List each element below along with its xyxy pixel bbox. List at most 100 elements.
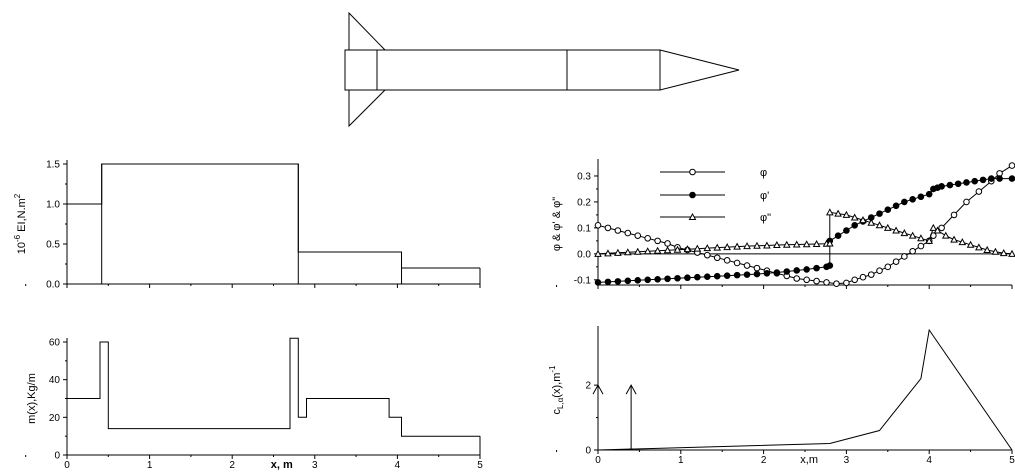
series-1-point	[763, 270, 771, 277]
series-1-point	[954, 180, 962, 188]
lift-distribution-chart: 0 2 0 1 2 3 4 5 cL,α(x),m-1 x,m	[548, 326, 1015, 466]
series-1-point	[834, 232, 842, 239]
series-1-point	[938, 183, 945, 190]
series-0-point	[634, 232, 642, 239]
series-1-point	[813, 264, 820, 272]
y-axis-label: cL,α(x),m-1	[548, 365, 565, 415]
y-axis-label: 10-6 EI,N.m2	[13, 193, 28, 254]
x-tick-label: 3	[312, 460, 318, 471]
series-1-point	[614, 278, 622, 285]
y-tick-label: 1.0	[46, 200, 60, 211]
force-arrowhead-0	[592, 384, 604, 395]
series-2-point	[883, 223, 892, 231]
legend-label-1: φ'	[760, 190, 769, 202]
series-2-point	[933, 226, 942, 234]
series-1-point	[624, 277, 632, 285]
series-0-point	[803, 276, 810, 284]
series-1-point	[909, 196, 916, 203]
mass-series-line	[67, 337, 480, 437]
y-axis-label: φ & φ' & φ"	[551, 197, 563, 251]
series-1-point	[803, 266, 810, 273]
y-tick-label: 0.2	[577, 197, 591, 208]
series-1-point	[892, 202, 900, 210]
series-2-point	[782, 240, 791, 248]
series-2-point	[604, 249, 612, 257]
series-2-point	[753, 241, 761, 249]
series-0-point	[909, 247, 916, 255]
series-2-point	[643, 247, 652, 255]
series-0-point	[876, 267, 883, 275]
series-2-point	[763, 241, 771, 249]
legend-marker-0	[689, 168, 696, 176]
series-0-point	[884, 263, 892, 271]
series-1-point	[713, 272, 721, 280]
series-2-point	[859, 216, 867, 224]
series-0-point	[743, 262, 751, 269]
series-1-point	[979, 176, 987, 184]
series-0-point	[733, 259, 741, 267]
series-1-point	[743, 271, 751, 278]
series-1-point	[703, 273, 711, 280]
series-1-point	[843, 227, 850, 234]
series-2-point	[842, 210, 851, 218]
series-2-point	[825, 239, 834, 247]
series-1-point	[723, 272, 731, 279]
series-0-point	[938, 224, 945, 232]
series-1-point	[634, 277, 642, 284]
series-2-point	[958, 238, 967, 246]
series-1-point	[876, 210, 883, 217]
series-0-point	[624, 229, 632, 237]
y-tick-label: 20	[49, 413, 61, 424]
series-0-point	[833, 280, 840, 288]
series-2-point	[623, 248, 632, 256]
x-tick-label: 4	[395, 460, 401, 471]
series-0-point	[843, 279, 850, 287]
y-tick-label: 0.3	[577, 171, 591, 182]
y-tick-label: 0.5	[46, 240, 60, 251]
series-1-point	[884, 206, 892, 214]
y-tick-label: 0.1	[577, 223, 591, 234]
series-0-point	[813, 277, 820, 285]
series-0-point	[859, 273, 867, 281]
series-2-point	[733, 242, 741, 250]
series-2-point	[892, 226, 900, 234]
series-1-point	[684, 274, 691, 282]
y-tick-label: 2	[585, 381, 591, 392]
legend-marker-1	[689, 191, 696, 199]
series-2-point	[908, 231, 917, 239]
series-0-point	[753, 264, 761, 272]
y-tick-label: 0.0	[577, 249, 591, 260]
series-2-point	[999, 249, 1008, 257]
series-2-point	[663, 246, 672, 254]
series-1-point	[694, 273, 701, 281]
series-1-point	[901, 198, 908, 206]
series-1-point	[783, 268, 791, 275]
series-2-point	[867, 218, 876, 226]
x-axis-label: x,m	[800, 454, 818, 466]
series-2-point	[614, 248, 622, 256]
series-1-point	[654, 275, 661, 283]
legend-label-2: φ"	[760, 212, 771, 224]
series-2-point	[875, 221, 884, 229]
series-0-point	[614, 227, 622, 234]
series-2-point	[792, 240, 801, 248]
rocket-outline-icon	[344, 11, 740, 128]
x-tick-label: 5	[1009, 455, 1015, 466]
series-1-point	[988, 175, 995, 182]
series-1-point	[917, 193, 925, 201]
mode-shapes-chart: -0.1 0.0 0.1 0.2 0.3 φ φ' φ" φ & φ' & φ"	[551, 159, 1015, 289]
legend-marker-2	[688, 212, 697, 220]
stiffness-chart: 0.0 0.5 1.0 1.5 10-6 EI,N.m2	[13, 160, 481, 291]
series-2-point	[900, 229, 909, 237]
x-tick-label: 1	[147, 460, 153, 471]
x-axis-label: x, m	[271, 459, 293, 471]
x-tick-label: 3	[844, 455, 850, 466]
series-0-point	[793, 275, 801, 282]
force-arrowhead-1	[625, 384, 637, 395]
mass-chart: 0 20 40 60 0 1 2 3 4 5 m(x),Kg/m x, m	[25, 337, 483, 471]
y-tick-label: 0.0	[46, 280, 60, 291]
series-2-point	[693, 244, 702, 252]
series-0-point	[901, 253, 908, 260]
series-2-point	[966, 240, 975, 248]
